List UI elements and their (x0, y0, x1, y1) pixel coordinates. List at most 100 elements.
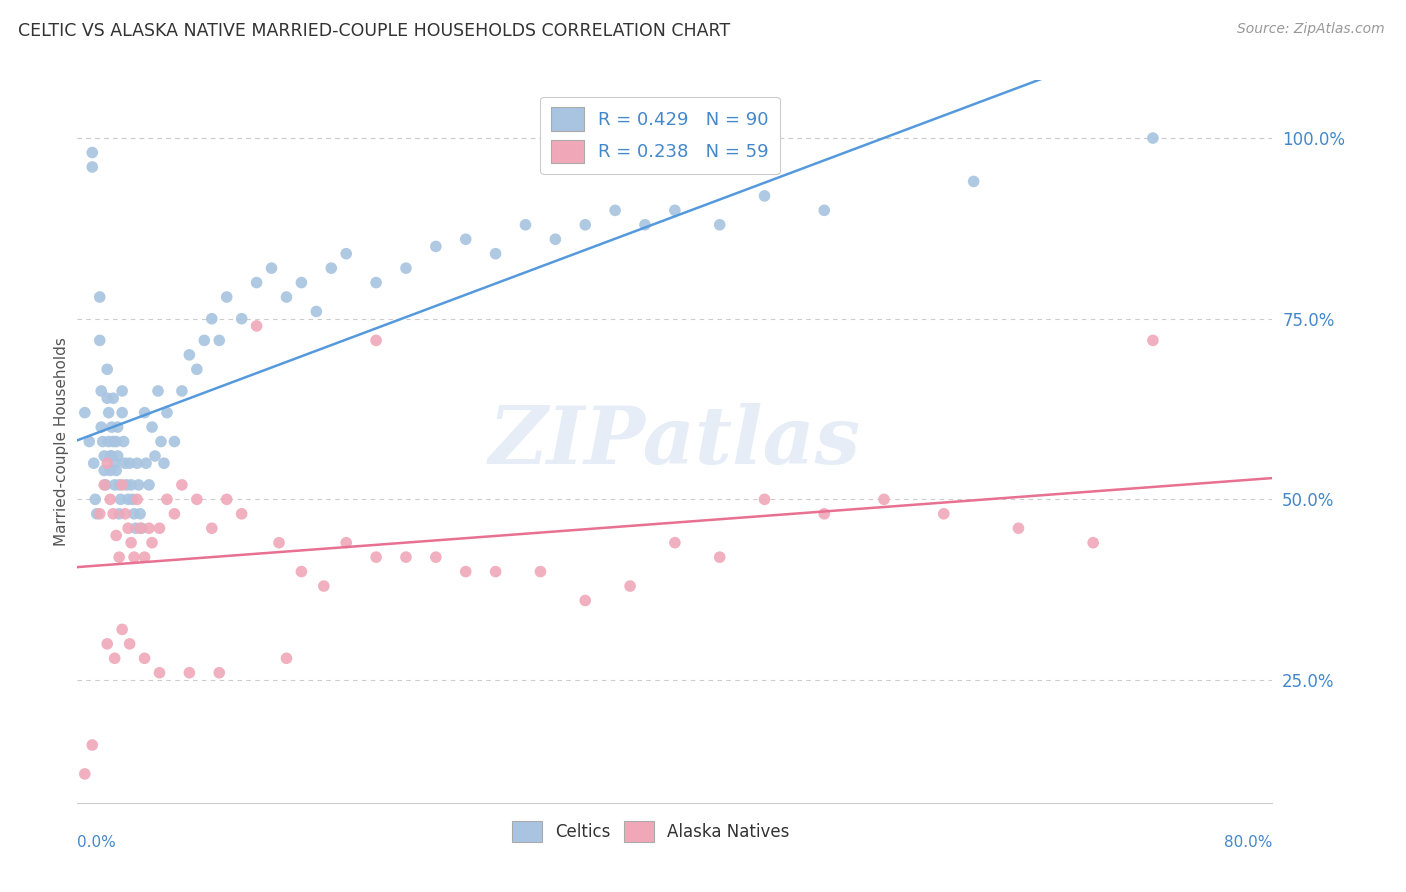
Point (813, 507, 835, 521)
Point (963, 174, 986, 188)
Point (312, 579, 335, 593)
Point (127, 492, 149, 507)
Point (117, 492, 139, 507)
Point (366, 276, 388, 290)
Point (709, 218, 731, 232)
Point (135, 456, 157, 470)
Point (231, 507, 253, 521)
Point (425, 239, 447, 253)
Point (127, 456, 149, 470)
Point (201, 521, 224, 535)
Point (104, 478, 127, 492)
Point (143, 449, 166, 463)
Point (90, 384, 112, 398)
Point (108, 550, 131, 565)
Point (82, 160, 104, 174)
Point (529, 565, 551, 579)
Point (485, 246, 508, 260)
Point (150, 434, 173, 449)
Point (141, 535, 163, 549)
Point (231, 311, 253, 326)
Point (305, 304, 328, 318)
Point (79, 434, 101, 449)
Point (122, 550, 145, 565)
Point (134, 550, 156, 565)
Point (141, 420, 163, 434)
Point (134, 651, 156, 665)
Point (148, 521, 170, 535)
Point (100, 449, 122, 463)
Point (454, 232, 477, 246)
Point (709, 550, 731, 565)
Point (110, 492, 132, 507)
Point (129, 521, 152, 535)
Point (134, 406, 156, 420)
Point (148, 665, 170, 680)
Point (97, 434, 120, 449)
Point (215, 492, 238, 507)
Point (98, 492, 121, 507)
Point (96, 391, 118, 405)
Point (873, 492, 896, 507)
Legend: Celtics, Alaska Natives: Celtics, Alaska Natives (505, 814, 797, 848)
Point (544, 232, 567, 246)
Point (260, 261, 283, 276)
Point (276, 290, 298, 304)
Point (86, 507, 108, 521)
Point (124, 521, 146, 535)
Point (93, 449, 115, 463)
Point (104, 456, 127, 470)
Point (111, 478, 134, 492)
Point (73, 406, 96, 420)
Point (129, 507, 152, 521)
Point (932, 507, 955, 521)
Point (73, 767, 96, 781)
Text: 80.0%: 80.0% (1225, 835, 1272, 850)
Point (290, 565, 312, 579)
Point (108, 478, 131, 492)
Point (1083, 535, 1105, 549)
Point (93, 463, 115, 477)
Point (395, 261, 418, 276)
Point (395, 550, 418, 565)
Point (83, 456, 105, 470)
Point (121, 492, 143, 507)
Point (153, 456, 176, 470)
Point (84, 492, 107, 507)
Point (208, 334, 231, 348)
Point (201, 311, 224, 326)
Point (425, 550, 447, 565)
Text: CELTIC VS ALASKA NATIVE MARRIED-COUPLE HOUSEHOLDS CORRELATION CHART: CELTIC VS ALASKA NATIVE MARRIED-COUPLE H… (18, 22, 730, 40)
Point (335, 246, 357, 260)
Point (105, 528, 128, 542)
Point (276, 651, 298, 665)
Point (105, 463, 128, 477)
Point (115, 478, 138, 492)
Point (111, 623, 134, 637)
Point (111, 384, 134, 398)
Point (454, 565, 477, 579)
Point (82, 738, 104, 752)
Point (104, 651, 127, 665)
Point (163, 434, 186, 449)
Point (170, 478, 193, 492)
Point (605, 203, 627, 218)
Point (574, 218, 596, 232)
Point (100, 420, 122, 434)
Point (193, 334, 215, 348)
Point (120, 535, 142, 549)
Point (90, 420, 112, 434)
Point (215, 290, 238, 304)
Point (108, 507, 131, 521)
Point (107, 420, 129, 434)
Point (664, 535, 686, 549)
Point (246, 276, 269, 290)
Point (335, 535, 357, 549)
Point (170, 384, 193, 398)
Point (1142, 131, 1164, 145)
Point (96, 456, 118, 470)
Text: ZIPatlas: ZIPatlas (489, 403, 860, 480)
Point (120, 478, 142, 492)
Point (208, 665, 231, 680)
Point (574, 593, 596, 607)
